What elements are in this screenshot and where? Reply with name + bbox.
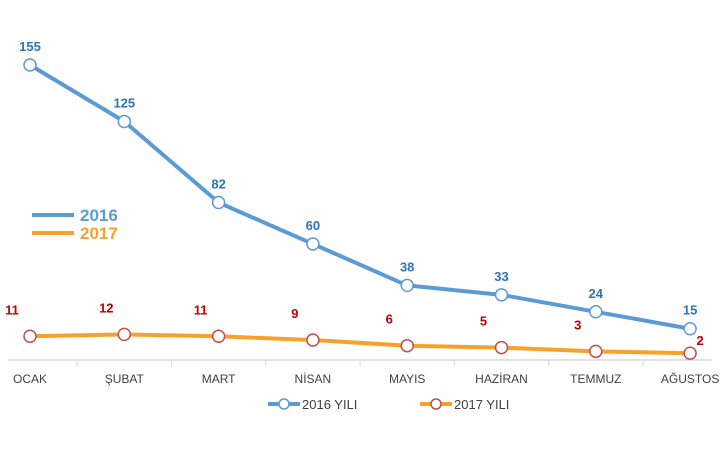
series-line — [28, 63, 691, 331]
data-point — [306, 237, 320, 251]
x-tick-label: AĞUSTOS — [661, 371, 719, 386]
x-tick-label: MAYIS — [389, 372, 425, 386]
data-label: 9 — [291, 306, 298, 321]
series-line — [29, 332, 691, 356]
legend-label: 2017 — [80, 224, 118, 243]
x-tick-label: OCAK — [13, 372, 47, 386]
data-point — [306, 333, 320, 347]
data-point — [494, 288, 509, 302]
data-point — [589, 305, 603, 319]
x-tick-label: HAZİRAN — [475, 372, 528, 386]
data-label: 38 — [400, 259, 414, 274]
data-point — [211, 329, 226, 344]
data-point — [683, 346, 697, 360]
bottom-legend-label: 2016 YILI — [302, 397, 357, 412]
data-label: 5 — [480, 314, 487, 329]
x-tick-label: ŞUBAT — [105, 372, 145, 386]
data-point — [117, 114, 132, 129]
data-label: 6 — [386, 312, 393, 327]
data-point — [23, 329, 37, 344]
data-label: 3 — [574, 317, 581, 332]
data-label: 11 — [194, 302, 208, 317]
x-tick-label: TEMMUZ — [570, 372, 621, 386]
series-1: 11 12 11 9 6 5 3 2 — [5, 300, 704, 360]
x-tick-label: MART — [202, 372, 236, 386]
data-label: 2 — [696, 333, 703, 348]
legend-label: 2016 — [80, 206, 118, 225]
bottom-legend-marker — [430, 398, 442, 410]
data-point — [400, 338, 414, 353]
data-label: 82 — [211, 177, 225, 192]
data-label: 155 — [19, 39, 41, 54]
data-label: 60 — [306, 218, 320, 233]
data-point — [589, 344, 603, 359]
data-label: 11 — [5, 302, 19, 317]
data-label: 15 — [683, 303, 697, 318]
bottom-legend-marker — [278, 398, 290, 410]
data-label: 125 — [113, 96, 135, 111]
x-tick-label: NİSAN — [295, 372, 332, 386]
data-point — [23, 58, 37, 72]
data-label: 12 — [99, 300, 113, 315]
data-point — [683, 321, 697, 336]
data-label: 24 — [589, 286, 604, 301]
data-point — [117, 327, 132, 342]
data-point — [211, 195, 226, 210]
data-point — [400, 278, 414, 293]
data-point — [494, 340, 509, 355]
bottom-legend-label: 2017 YILI — [454, 397, 509, 412]
data-label: 33 — [494, 269, 508, 284]
